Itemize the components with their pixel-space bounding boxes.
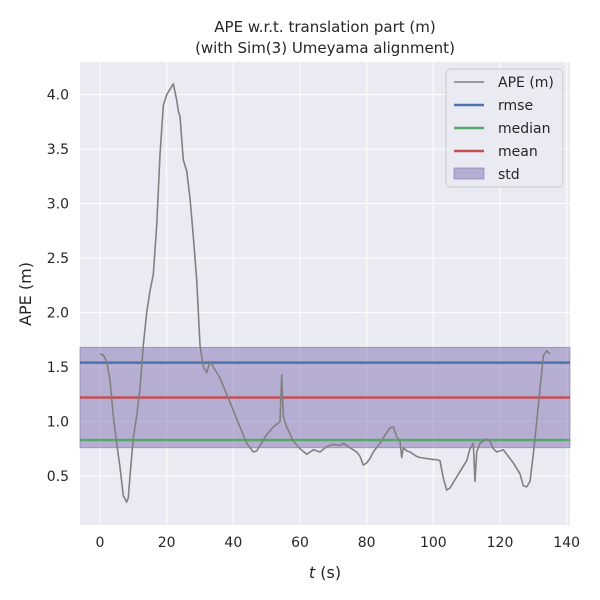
legend-swatch-std — [453, 167, 485, 180]
y-tick-label: 2.0 — [47, 306, 69, 322]
y-tick-label: 1.0 — [47, 415, 69, 431]
x-tick-label: 120 — [487, 535, 514, 551]
legend-label: std — [498, 167, 520, 183]
y-tick-label: 3.5 — [47, 142, 69, 158]
x-tick-label: 40 — [224, 535, 242, 551]
x-tick-label: 60 — [291, 535, 309, 551]
y-tick-label: 1.5 — [47, 360, 69, 376]
y-tick-label: 4.0 — [47, 88, 69, 104]
legend-label: rmse — [498, 98, 533, 114]
y-tick-label: 2.5 — [47, 251, 69, 267]
y-tick-label: 0.5 — [47, 469, 69, 485]
y-axis-label: APE (m) — [16, 262, 35, 326]
legend-label: APE (m) — [498, 75, 554, 91]
x-tick-label: 0 — [96, 535, 105, 551]
ape-series-layer — [99, 83, 551, 503]
ape-series-line — [99, 83, 551, 503]
chart-title-line1: APE w.r.t. translation part (m) — [214, 18, 435, 36]
x-tick-label: 140 — [553, 535, 580, 551]
legend-box — [445, 68, 564, 188]
legend: APE (m) rmse median mean std — [445, 68, 564, 188]
x-tick-label: 20 — [158, 535, 176, 551]
x-axis-ticks: 0 20 40 60 80 100 120 140 — [96, 535, 580, 551]
y-axis-ticks: 0.5 1.0 1.5 2.0 2.5 3.0 3.5 4.0 — [47, 88, 69, 485]
x-axis-label: t (s) — [309, 563, 341, 582]
x-axis-unit: (s) — [315, 563, 341, 582]
legend-label: median — [498, 121, 550, 137]
chart-title-line2: (with Sim(3) Umeyama alignment) — [195, 39, 455, 57]
x-axis-variable: t — [309, 563, 316, 582]
x-tick-label: 80 — [358, 535, 376, 551]
y-tick-label: 3.0 — [47, 197, 69, 213]
x-tick-label: 100 — [420, 535, 447, 551]
legend-label: mean — [498, 144, 538, 160]
